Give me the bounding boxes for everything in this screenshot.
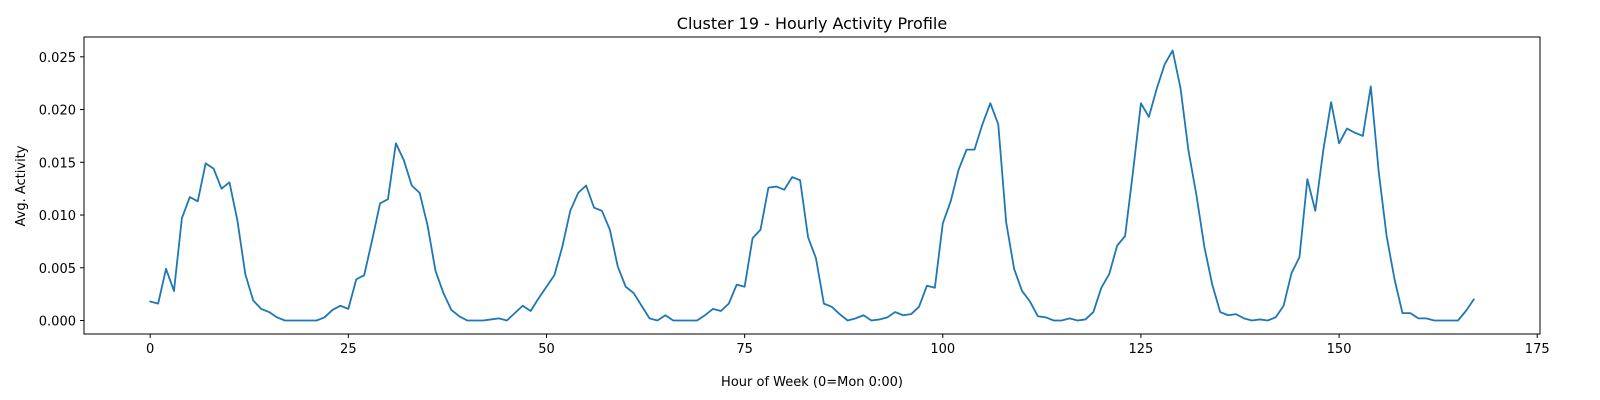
y-tick-label: 0.000 — [39, 315, 76, 330]
y-tick-label: 0.025 — [39, 51, 76, 66]
x-tick-label: 50 — [538, 342, 555, 357]
x-tick-label: 125 — [1129, 342, 1154, 357]
x-tick-label: 175 — [1525, 342, 1550, 357]
plot-frame — [83, 36, 1541, 335]
x-tick-label: 75 — [736, 342, 753, 357]
x-tick-label: 150 — [1327, 342, 1352, 357]
y-axis-label: Avg. Activity — [14, 145, 29, 226]
y-tick-label: 0.020 — [39, 104, 76, 119]
x-tick-label: 100 — [930, 342, 955, 357]
chart-marks: 0 25 50 75 100 125 150 175 0.000 0.005 0.010 0.015 0… — [39, 49, 1550, 357]
x-tick-label: 25 — [340, 342, 357, 357]
series-line — [149, 49, 1475, 322]
x-axis-label: Hour of Week (0=Mon 0:00) — [721, 375, 903, 390]
x-tick-label: 0 — [146, 342, 154, 357]
y-tick-label: 0.010 — [39, 209, 76, 224]
chart-title: Cluster 19 - Hourly Activity Profile — [677, 14, 947, 33]
y-tick-label: 0.005 — [39, 262, 76, 277]
y-tick-label: 0.015 — [39, 156, 76, 171]
